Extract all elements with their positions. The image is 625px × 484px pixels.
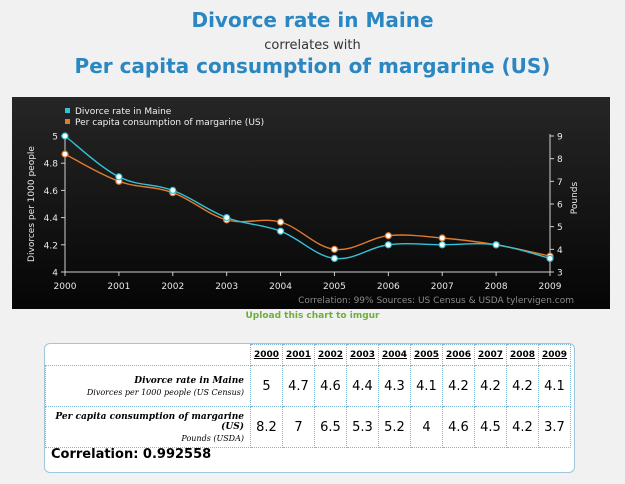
x-tick-label: 2005 [323,282,346,292]
x-tick-label: 2001 [107,282,130,292]
data-table: 2000 2001 2002 2003 2004 2005 2006 2007 2008 2009… [45,344,571,448]
data-point-margarine [61,150,69,158]
row-variable-name: Per capita consumption of margarine (US) [55,411,244,432]
year-header-cell: 2004 [378,344,411,366]
data-point-margarine [384,232,392,240]
series-line-margarine [64,153,551,257]
chart-background [12,97,610,309]
x-tick-label: 2006 [377,282,400,292]
y-left-tick-label: 5 [52,133,58,143]
data-point-divorce [438,241,446,249]
x-tick-label: 2009 [539,282,562,292]
table-cell-value: 6.5 [314,406,347,448]
data-table-panel: 2000 2001 2002 2003 2004 2005 2006 2007 2008 2009… [44,343,575,473]
y-left-tick-label: 4 [52,269,58,279]
x-tick-label: 2004 [269,282,292,292]
year-header-cell: 2005 [410,344,443,366]
legend-label-divorce: Divorce rate in Maine [75,107,172,117]
data-point-divorce [61,132,69,140]
y-right-tick-label: 9 [557,133,563,143]
table-cell-value: 4.7 [282,365,315,407]
legend-label-margarine: Per capita consumption of margarine (US) [75,118,264,128]
data-point-divorce [384,241,392,249]
upload-to-imgur-link[interactable]: Upload this chart to imgur [245,311,380,321]
y-right-tick-label: 6 [557,201,563,211]
table-cell-value: 4.2 [506,365,539,407]
row-label-cell: Per capita consumption of margarine (US)… [45,406,251,448]
chart-title-secondary: Per capita consumption of margarine (US) [74,54,551,78]
year-header-cell: 2006 [442,344,475,366]
y-left-tick-label: 4.2 [44,241,58,251]
data-point-divorce [492,241,500,249]
data-point-divorce [330,254,339,262]
table-cell-value: 7 [282,406,315,448]
x-tick-label: 2003 [215,282,238,292]
year-header-cell: 2000 [250,344,283,366]
legend-swatch-divorce [65,108,70,113]
year-header-cell: 2008 [506,344,539,366]
data-point-divorce [276,227,285,235]
row-variable-unit: Pounds (USDA) [181,433,244,443]
data-point-divorce [546,254,554,262]
x-tick-label: 2002 [161,282,184,292]
table-cell-value: 4.2 [506,406,539,448]
legend-swatch-margarine [65,119,70,124]
data-point-margarine [438,234,446,242]
y-right-tick-label: 4 [557,246,563,256]
y-left-tick-label: 4.8 [44,160,59,170]
table-cell-value: 5 [250,365,283,407]
year-header-cell: 2001 [282,344,315,366]
table-cell-value: 4.2 [474,365,507,407]
x-tick-label: 2000 [54,282,77,292]
table-cell-value: 4.5 [474,406,507,448]
y-left-tick-label: 4.4 [44,214,59,224]
row-label-cell: Divorce rate in Maine Divorces per 1000 p… [45,365,251,407]
chart-area: 4 4.2 4.4 4.6 4.8 5 3 4 5 6 7 8 9 2000 2001 2002 2003 200… [12,97,610,309]
table-row: Divorce rate in Maine Divorces per 1000 p… [45,365,571,407]
y-axis-left-title: Divorces per 1000 people [27,146,37,262]
table-cell-value: 4.1 [410,365,443,407]
row-variable-unit: Divorces per 1000 people (US Census) [86,387,244,397]
table-cell-value: 4.1 [538,365,571,407]
data-point-margarine [276,218,285,226]
y-right-tick-label: 8 [557,155,563,165]
table-cell-value: 5.2 [378,406,411,448]
y-axis-right-title: Pounds [570,181,580,214]
data-point-divorce [169,186,177,195]
correlation-value: Correlation: 0.992558 [51,447,212,462]
table-cell-value: 4 [410,406,443,448]
y-left-tick-label: 4.6 [44,187,59,197]
year-header-cell: 2002 [314,344,347,366]
data-point-divorce [115,173,123,181]
year-header-cell: 2007 [474,344,507,366]
table-cell-value: 5.3 [346,406,379,448]
series-line-divorce [64,135,551,260]
chart-footer-sources: Correlation: 99% Sources: US Census & US… [298,296,574,306]
year-header-row: 2000 2001 2002 2003 2004 2005 2006 2007 2008 2009 [45,344,571,366]
table-cell-value: 4.6 [442,406,475,448]
y-right-tick-label: 3 [557,269,563,279]
y-right-tick-label: 5 [557,223,563,233]
table-cell-value: 8.2 [250,406,283,448]
year-header-cell: 2003 [346,344,379,366]
x-tick-label: 2008 [485,282,508,292]
table-cell-value: 4.2 [442,365,475,407]
table-corner [45,344,251,366]
table-row: Per capita consumption of margarine (US)… [45,406,571,448]
chart-subtitle: correlates with [264,38,361,53]
line-chart: 4 4.2 4.4 4.6 4.8 5 3 4 5 6 7 8 9 2000 2001 2002 2003 200… [12,97,610,309]
x-tick-label: 2007 [431,282,454,292]
table-cell-value: 4.6 [314,365,347,407]
table-cell-value: 4.3 [378,365,411,407]
data-point-margarine [330,245,339,253]
y-right-tick-label: 7 [557,178,563,188]
row-variable-name: Divorce rate in Maine [134,375,244,386]
year-header-cell: 2009 [538,344,571,366]
data-point-divorce [223,213,231,222]
table-cell-value: 4.4 [346,365,379,407]
chart-title-primary: Divorce rate in Maine [191,8,434,32]
table-cell-value: 3.7 [538,406,571,448]
